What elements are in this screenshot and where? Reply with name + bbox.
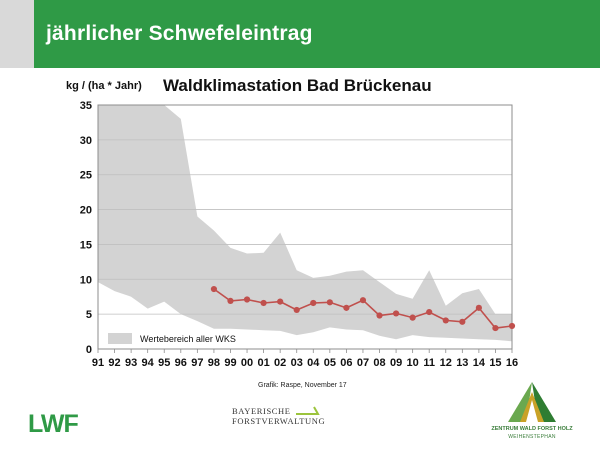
x-tick-label: 06: [340, 357, 352, 369]
x-tick-label: 98: [208, 357, 220, 369]
lwf-logo: LWF: [28, 410, 79, 436]
data-point: [277, 298, 284, 305]
slide-title: jährlicher Schwefeleintrag: [46, 22, 313, 45]
x-tick-label: 05: [324, 357, 336, 369]
x-tick-label: 00: [241, 357, 253, 369]
data-point: [392, 310, 400, 317]
x-tick-label: 10: [407, 357, 419, 369]
data-point: [326, 299, 333, 306]
x-tick-label: 95: [158, 357, 170, 369]
data-point: [475, 304, 482, 311]
y-tick-label: 15: [80, 239, 92, 251]
data-point: [310, 299, 317, 307]
legend-swatch: [108, 333, 132, 344]
y-tick-label: 30: [80, 135, 92, 147]
x-tick-label: 91: [92, 357, 104, 369]
zwf-tree-icon: [508, 382, 556, 422]
x-tick-label: 08: [373, 357, 385, 369]
data-point: [260, 299, 267, 307]
bayern-logo-line1: BAYERISCHE: [232, 406, 291, 416]
zwf-logo-line1: ZENTRUM WALD FORST HOLZ: [491, 426, 573, 432]
plot-frame: [97, 104, 513, 350]
data-point: [293, 306, 300, 314]
lwf-logo-text: LWF: [28, 410, 78, 436]
data-point: [210, 285, 218, 293]
x-tick-label: 94: [142, 357, 155, 369]
y-tick-label: 0: [86, 344, 92, 356]
x-tick-label: 97: [191, 357, 203, 369]
y-tick-label: 5: [86, 309, 92, 321]
x-tick-label: 07: [357, 357, 369, 369]
x-tick-label: 04: [307, 357, 320, 369]
data-point: [426, 308, 433, 316]
bayern-logo-line2: FORSTVERWALTUNG: [232, 416, 326, 426]
data-point: [409, 314, 416, 321]
data-point: [359, 297, 367, 304]
y-tick-label: 20: [80, 205, 92, 217]
x-tick-label: 92: [108, 357, 120, 369]
x-tick-label: 13: [456, 357, 468, 369]
chart-title: Waldklimastation Bad Brückenau: [163, 76, 432, 95]
x-tick-label: 99: [224, 357, 236, 369]
x-tick-label: 96: [175, 357, 187, 369]
zwf-logo-line2: WEIHENSTEPHAN: [508, 434, 556, 440]
legend-label: Wertebereich aller WKS: [140, 334, 236, 344]
data-point: [492, 324, 499, 332]
x-tick-label: 15: [489, 357, 501, 369]
data-point: [442, 317, 449, 324]
x-tick-label: 09: [390, 357, 402, 369]
bayern-logo-mark-icon: [296, 406, 320, 415]
header-left-strip: [0, 0, 34, 68]
data-point: [508, 322, 516, 330]
chart-credit: Grafik: Raspe, November 17: [258, 382, 347, 389]
y-tick-label: 35: [80, 100, 92, 112]
data-point: [243, 296, 251, 303]
x-tick-label: 11: [423, 357, 435, 369]
y-axis-unit-label: kg / (ha * Jahr): [66, 80, 142, 92]
range-band-area: [98, 105, 512, 342]
x-tick-label: 12: [440, 357, 452, 369]
x-tick-label: 14: [473, 357, 486, 369]
data-point: [227, 297, 234, 304]
x-tick-label: 93: [125, 357, 137, 369]
data-point: [376, 312, 383, 319]
data-point: [459, 318, 466, 325]
x-tick-label: 01: [257, 357, 269, 369]
data-point: [343, 304, 350, 311]
x-tick-label: 16: [506, 357, 518, 369]
y-tick-label: 10: [80, 274, 92, 286]
title-bar: [34, 0, 600, 68]
y-tick-label: 25: [80, 170, 92, 182]
x-tick-label: 02: [274, 357, 286, 369]
x-tick-label: 03: [291, 357, 303, 369]
